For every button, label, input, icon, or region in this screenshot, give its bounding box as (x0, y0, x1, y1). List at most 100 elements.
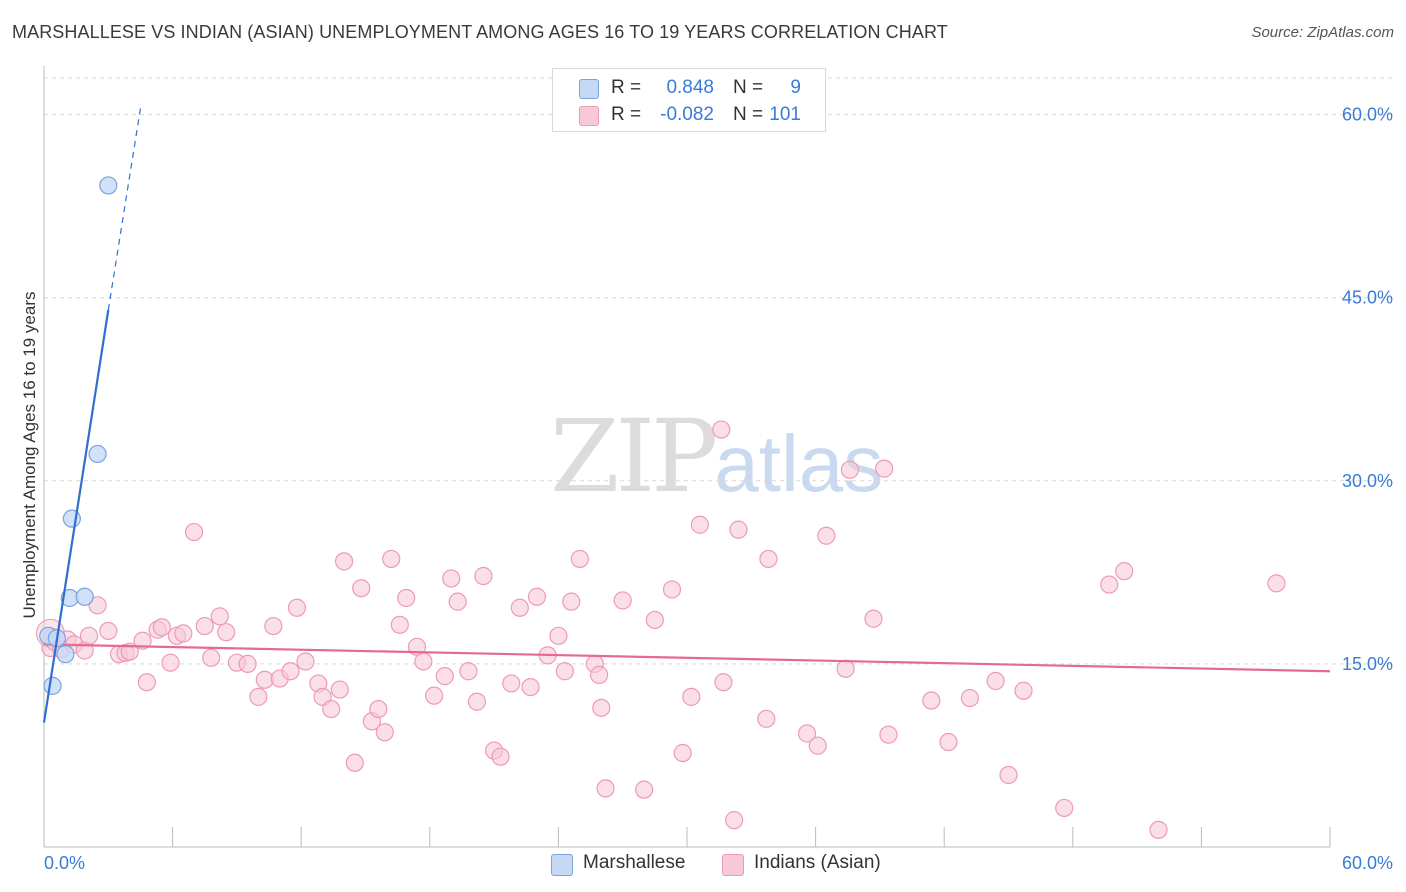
data-point-indian (999, 765, 1018, 785)
y-tick-label: 45.0% (1342, 288, 1393, 308)
data-point-indian (645, 610, 664, 630)
data-point-indian (345, 753, 364, 772)
r-label: R = (611, 104, 642, 125)
data-point-indian (714, 673, 733, 692)
data-point-indian (502, 674, 521, 693)
data-point-indian (442, 569, 461, 588)
data-point-indian (161, 653, 180, 672)
data-point-indian (137, 673, 156, 692)
data-point-indian (459, 662, 478, 681)
data-point-indian (1100, 575, 1119, 594)
data-point-indian (521, 677, 540, 697)
marshallese-swatch (579, 79, 599, 99)
chart-title: MARSHALLESE VS INDIAN (ASIAN) UNEMPLOYME… (12, 22, 948, 42)
data-point-indian (592, 698, 611, 717)
y-tick-label: 30.0% (1342, 471, 1393, 491)
data-point-indian (879, 725, 898, 744)
data-point-indian (729, 520, 748, 539)
data-point-indian (1267, 574, 1286, 593)
data-point-indian (986, 671, 1005, 691)
data-point-marshallese (56, 645, 75, 664)
y-tick-label: 15.0% (1342, 654, 1393, 674)
legend-label: Marshallese (583, 852, 686, 873)
data-point-indian (79, 626, 99, 645)
data-point-indian (296, 652, 315, 671)
data-point-indian (596, 779, 615, 798)
data-point-indian (249, 687, 268, 706)
data-point-indian (840, 460, 859, 479)
data-point-indian (562, 592, 581, 611)
data-point-indian (281, 662, 300, 681)
correlation-legend: R = 0.848 N = 9 R = -0.082 N = 101 (552, 68, 826, 132)
data-point-indian (330, 680, 349, 699)
data-point-indian (491, 747, 510, 766)
data-point-indian (1149, 820, 1168, 840)
data-point-indian (635, 780, 654, 799)
data-point-indian (613, 591, 632, 610)
r-label: R = (611, 77, 642, 98)
legend-label: Indians (Asian) (754, 852, 881, 873)
trendline-marshallese (42, 309, 110, 723)
data-point-indian (590, 665, 609, 684)
data-point-indian (474, 566, 493, 586)
data-point-indian (570, 549, 589, 569)
data-point-indian (202, 648, 221, 667)
n-value: 101 (769, 104, 801, 125)
source-note: Source: ZipAtlas.com (1251, 24, 1394, 41)
data-point-indian (510, 598, 529, 617)
data-point-indian (673, 743, 692, 763)
data-point-indian (264, 616, 283, 636)
data-point-marshallese (75, 587, 94, 606)
data-point-indian (690, 515, 709, 534)
n-label: N = (733, 104, 764, 125)
data-point-indian (467, 692, 487, 711)
data-point-indian (1055, 798, 1074, 818)
data-point-indian (527, 587, 547, 606)
data-point-indian (99, 621, 118, 641)
data-point-indian (817, 526, 836, 545)
trendline-indian (43, 643, 1331, 673)
data-point-indian (682, 687, 701, 706)
data-point-indian (195, 616, 214, 636)
data-point-indian (397, 588, 416, 608)
data-point-indian (238, 654, 257, 674)
data-point-indian (757, 709, 776, 728)
data-point-indian (382, 549, 401, 569)
data-point-indian (88, 596, 107, 615)
data-point-indian (120, 642, 139, 661)
x-tick-label: 60.0% (1342, 853, 1393, 873)
data-point-indian (152, 618, 171, 637)
y-tick-label: 60.0% (1342, 105, 1393, 125)
r-value: -0.082 (660, 104, 714, 125)
data-point-indian (352, 579, 371, 598)
legend-row-indian: R = -0.082 N = 101 (553, 101, 825, 129)
data-point-marshallese (99, 176, 118, 195)
data-point-indian (414, 652, 433, 671)
data-point-indian (210, 607, 229, 626)
r-value: 0.848 (666, 77, 714, 98)
data-point-indian (662, 580, 682, 599)
data-point-indian (1115, 562, 1134, 581)
data-point-indian (836, 659, 855, 678)
data-point-marshallese (88, 444, 107, 464)
series-legend: Marshallese Indians (Asian) (0, 850, 1406, 878)
x-tick-label: 0.0% (44, 853, 85, 873)
data-point-marshallese (62, 509, 81, 528)
data-point-indian (369, 699, 388, 719)
data-point-indian (922, 691, 941, 710)
data-point-indian (133, 631, 152, 650)
trendline-marshallese-extension (107, 108, 142, 311)
data-point-indian (375, 723, 394, 742)
n-value: 9 (790, 77, 801, 98)
data-point-indian (864, 609, 883, 628)
data-point-marshallese (43, 676, 62, 695)
data-point-indian (322, 699, 341, 719)
data-point-indian (875, 459, 894, 478)
data-point-indian (797, 724, 817, 743)
data-point-indian (174, 624, 193, 643)
indian-swatch (579, 106, 599, 126)
watermark-zip: ZIP (550, 398, 718, 515)
data-point-indian (184, 522, 204, 542)
indian-swatch (722, 854, 744, 876)
